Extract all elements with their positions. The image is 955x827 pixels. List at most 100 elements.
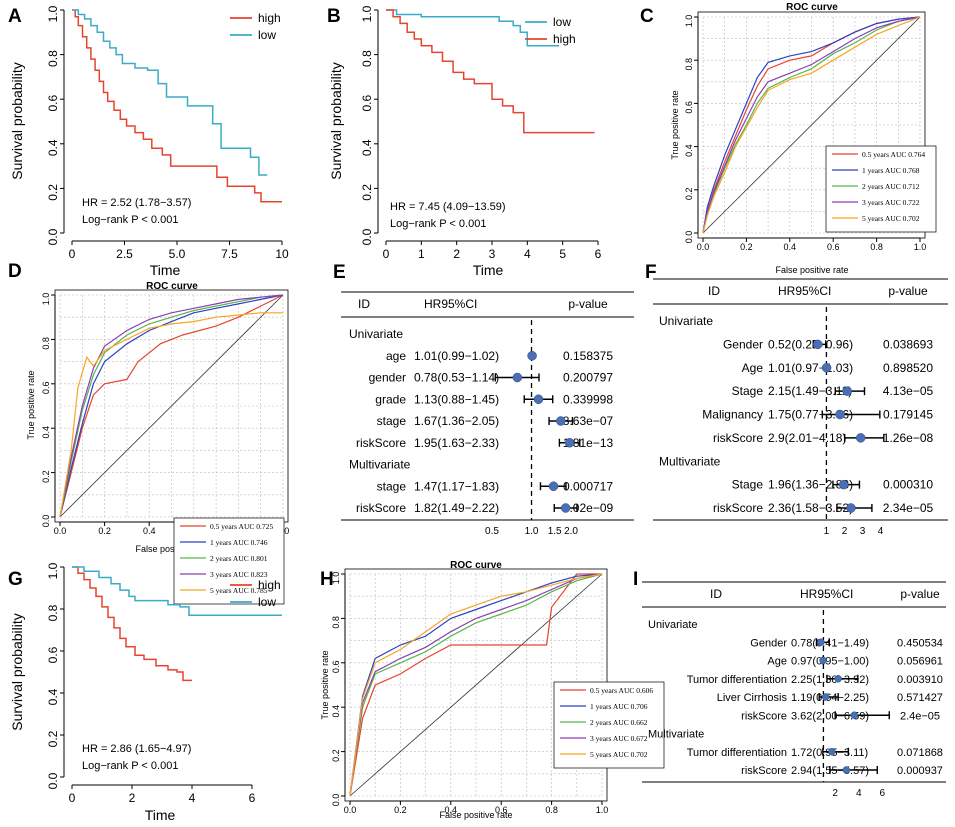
hr-ci-text: 1.13(0.88−1.45)	[414, 392, 499, 406]
x-tick-label: 2	[832, 788, 838, 799]
logrank-p-text: Log−rank P < 0.001	[82, 760, 178, 772]
hr-ci-text: 1.67(1.36−2.05)	[414, 414, 499, 428]
p-value-text: 0.158375	[563, 349, 613, 363]
p-value-text: 2.4e−05	[900, 710, 940, 722]
y-tick-label: 1.0	[46, 5, 60, 22]
y-tick-label: 0.2	[360, 184, 374, 201]
p-value-text: 0.339998	[563, 392, 613, 406]
variable-name: gender	[369, 371, 406, 385]
section-label: Multivariate	[648, 729, 704, 741]
x-tick-label: 0	[69, 247, 76, 261]
hr-point	[828, 748, 836, 756]
hr-ci-text: 1.01(0.97−1.03)	[768, 361, 853, 375]
section-label: Univariate	[659, 314, 713, 328]
header-hr95ci: HR95%CI	[800, 587, 853, 601]
legend-label: 3 years AUC 0.823	[210, 570, 268, 579]
series-line-1-years-auc-0-746	[59, 294, 284, 518]
p-value-text: 0.000310	[883, 478, 933, 492]
legend-label: 5 years AUC 0.785	[210, 586, 268, 595]
hr-ci-text: 1.75(0.77−3.96)	[768, 408, 853, 422]
y-tick-label: 0.0	[360, 228, 374, 245]
diagonal-reference	[349, 573, 603, 797]
variable-name: stage	[377, 414, 407, 428]
diagonal-reference	[59, 294, 284, 518]
legend-label: 2 years AUC 0.712	[862, 182, 920, 191]
variable-name: age	[386, 349, 406, 363]
legend-label: 2 years AUC 0.662	[590, 718, 648, 727]
hr-ci-text: 2.15(1.49−3.11)	[768, 384, 852, 398]
p-value-text: 2.34e−05	[883, 501, 934, 515]
hr-point	[839, 479, 849, 490]
y-tick-label: 1.0	[46, 562, 60, 579]
y-tick-label: 0.8	[46, 50, 60, 67]
x-tick-label: 6	[595, 247, 602, 261]
header-id: ID	[358, 297, 370, 311]
p-value-text: 1.26e−08	[883, 431, 934, 445]
hr-ci-text: 0.97(0.95−1.00)	[791, 656, 869, 668]
legend-label: 0.5 years AUC 0.764	[862, 150, 925, 159]
x-tick-label: 0	[69, 791, 76, 805]
chart-title: ROC curve	[450, 560, 502, 571]
x-tick-label: 1	[824, 526, 830, 537]
y-tick-label: 0.4	[46, 139, 60, 156]
y-tick-label: 0.8	[46, 604, 60, 621]
variable-name: riskScore	[741, 710, 787, 722]
x-tick-label: 7.5	[221, 247, 238, 261]
hr-point	[564, 438, 575, 448]
x-tick-label: 4	[189, 791, 196, 805]
hr-point	[842, 766, 851, 774]
section-label: Univariate	[349, 327, 403, 341]
panel-letter: G	[8, 569, 23, 590]
p-value-text: 0.179145	[883, 408, 933, 422]
panel-letter: D	[8, 261, 22, 282]
legend-label: 3 years AUC 0.672	[590, 734, 648, 743]
y-tick-label: 1.0	[360, 5, 374, 22]
x-tick-label: 0.2	[740, 242, 753, 252]
x-tick-label: 10	[275, 247, 289, 261]
series-line-5-years-auc-0-785	[59, 312, 283, 518]
panel-H: H ROC curve 0.0 0.2 0.4 0.6 0.8 1.0 0.0 0.2 0.4 0.6…	[320, 560, 665, 820]
legend-label: low	[553, 15, 571, 29]
p-value-text: 0.003910	[897, 674, 943, 686]
hr-point	[533, 394, 544, 404]
hr-ci-text: 1.96(1.36−2.83)	[768, 478, 853, 492]
x-tick-label: 2	[842, 526, 848, 537]
legend-label: 1 years AUC 0.706	[590, 702, 648, 711]
panel-letter: I	[633, 569, 638, 590]
hr-point	[834, 675, 842, 683]
x-tick-label: 0.2	[98, 526, 111, 536]
variable-name: stage	[377, 479, 407, 493]
series-line-5-years-auc-0-702	[349, 573, 603, 797]
p-value-text: 0.071868	[897, 747, 943, 759]
legend-label: 0.5 years AUC 0.606	[590, 686, 653, 695]
x-tick-label: 0.4	[445, 805, 458, 815]
hr-point	[512, 372, 523, 383]
x-tick-label: 6	[880, 788, 886, 799]
y-tick-label: 0.0	[46, 772, 60, 789]
y-tick-label: 0.2	[684, 188, 694, 201]
p-value-text: 4.13e−05	[883, 384, 934, 398]
y-axis-label: Survival probability	[9, 613, 25, 731]
legend-label: 3 years AUC 0.722	[862, 198, 920, 207]
hr-point	[821, 363, 832, 373]
legend-label: 2 years AUC 0.801	[210, 554, 268, 563]
diagonal-reference	[702, 16, 921, 234]
variable-name: Age	[767, 656, 787, 668]
y-tick-label: 0.2	[46, 730, 60, 747]
variable-name: Tumor differentiation	[687, 674, 787, 686]
x-tick-label: 1.0	[525, 526, 539, 537]
series-line-high	[72, 566, 192, 682]
x-tick-label: 1.0	[596, 805, 609, 815]
x-tick-label: 1.5	[548, 526, 562, 537]
legend-label: 5 years AUC 0.702	[590, 750, 648, 759]
y-axis-label: Survival probability	[328, 62, 344, 180]
variable-name: Liver Cirrhosis	[717, 692, 788, 704]
y-tick-label: 0.2	[331, 749, 341, 762]
hr-ci-text: 1.01(0.99−1.02)	[414, 349, 499, 363]
x-tick-label: 0.2	[394, 805, 407, 815]
legend-label: high	[258, 578, 281, 592]
section-label: Univariate	[648, 619, 698, 631]
hr-point	[817, 638, 825, 646]
hr-point	[855, 433, 866, 443]
